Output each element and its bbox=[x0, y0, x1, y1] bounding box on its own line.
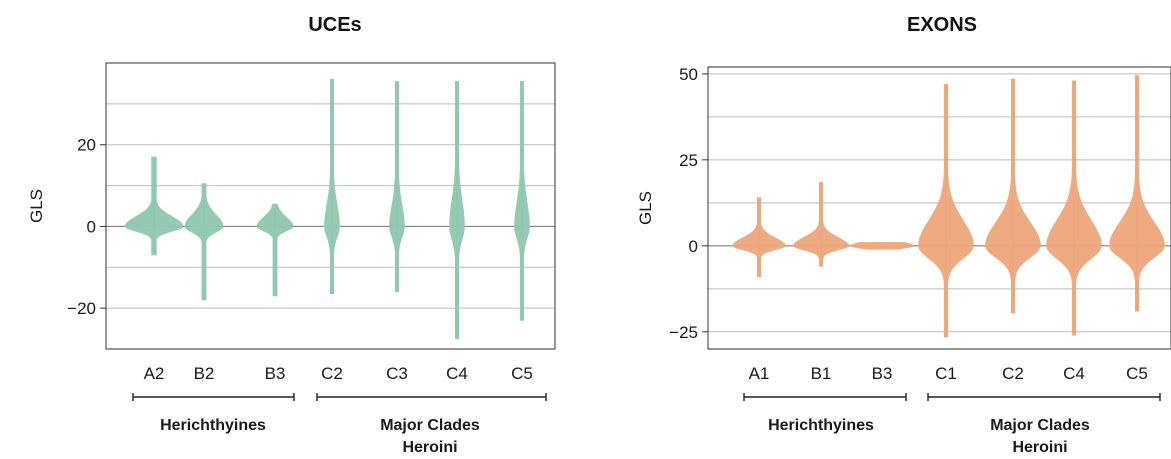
exons-panel-title: EXONS bbox=[906, 14, 978, 36]
uces-category-label: A2 bbox=[144, 364, 165, 383]
uces-ytick-label: −20 bbox=[67, 299, 96, 318]
exons-ytick-label: 50 bbox=[679, 65, 698, 84]
exons-category-label: B1 bbox=[811, 364, 832, 383]
uces-plot-frame bbox=[105, 62, 556, 350]
exons-ylabel: GLS bbox=[636, 191, 655, 225]
exons-ytick-label: 25 bbox=[679, 151, 698, 170]
uces-group-label-heroini: Heroini bbox=[402, 439, 457, 456]
exons-category-label: C4 bbox=[1063, 364, 1085, 383]
uces-ylabel: GLS bbox=[27, 189, 46, 223]
uces-ytick-label: 0 bbox=[87, 217, 96, 236]
uces-panel-title: UCEs bbox=[308, 14, 362, 36]
uces-category-label: C5 bbox=[511, 364, 533, 383]
uces-category-label: C2 bbox=[321, 364, 343, 383]
exons-group-label-heroini: Heroini bbox=[1012, 439, 1067, 456]
uces-category-label: B2 bbox=[194, 364, 215, 383]
exons-ytick-label: −25 bbox=[669, 323, 698, 342]
uces-category-label: B3 bbox=[265, 364, 286, 383]
exons-plot-frame bbox=[707, 66, 1171, 350]
uces-group-label-herichthyines: Herichthyines bbox=[160, 417, 266, 434]
exons-ytick-label: 0 bbox=[689, 237, 698, 256]
uces-category-label: C4 bbox=[446, 364, 468, 383]
exons-category-label: B3 bbox=[872, 364, 893, 383]
uces-ytick-label: 20 bbox=[77, 136, 96, 155]
exons-category-label: C5 bbox=[1126, 364, 1148, 383]
exons-category-label: C1 bbox=[935, 364, 957, 383]
exons-group-label-major-clades: Major Clades bbox=[990, 417, 1090, 434]
exons-category-label: A1 bbox=[749, 364, 770, 383]
uces-group-label-major-clades: Major Clades bbox=[380, 417, 480, 434]
exons-category-label: C2 bbox=[1002, 364, 1024, 383]
uces-category-label: C3 bbox=[386, 364, 408, 383]
exons-group-label-herichthyines: Herichthyines bbox=[768, 417, 874, 434]
